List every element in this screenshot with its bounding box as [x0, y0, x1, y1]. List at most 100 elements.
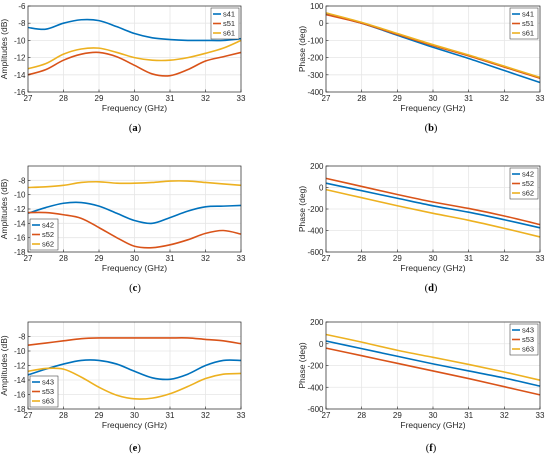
- legend-label-s61: s61: [223, 29, 235, 38]
- y-tick-label: -14: [14, 376, 26, 385]
- x-tick-label: 33: [536, 94, 545, 103]
- legend-label-s52: s52: [522, 179, 534, 188]
- y-tick-label: -200: [307, 205, 324, 214]
- y-tick-label: -10: [14, 36, 26, 45]
- x-tick-label: 27: [322, 94, 331, 103]
- legend-label-s63: s63: [522, 345, 534, 354]
- x-tick-label: 28: [357, 411, 366, 420]
- x-axis-label: Frequency (GHz): [400, 263, 465, 273]
- y-tick-label: -10: [14, 347, 26, 356]
- x-tick-label: 33: [536, 254, 545, 263]
- series-line-s41: [27, 18, 242, 42]
- y-tick-label: 0: [319, 184, 324, 193]
- x-tick-label: 32: [201, 94, 210, 103]
- legend-label-s43: s43: [42, 378, 54, 387]
- y-tick-label: -10: [14, 191, 26, 200]
- y-tick-label: -200: [307, 362, 324, 371]
- y-tick-label: -200: [307, 54, 324, 63]
- series-line-s42: [325, 182, 541, 229]
- x-tick-label: 27: [24, 94, 33, 103]
- y-tick-label: -300: [307, 71, 324, 80]
- y-tick-label: -400: [307, 227, 324, 236]
- legend-label-s41: s41: [522, 10, 534, 19]
- y-tick-label: 200: [310, 162, 324, 171]
- x-tick-label: 27: [24, 254, 33, 263]
- x-tick-label: 29: [95, 94, 104, 103]
- x-axis-label: Frequency (GHz): [400, 420, 465, 430]
- legend-label-s62: s62: [522, 189, 534, 198]
- series-line-s43: [325, 340, 541, 387]
- subfigure-caption: (e): [129, 443, 141, 454]
- legend-label-s51: s51: [522, 19, 534, 28]
- legend-label-s51: s51: [223, 19, 235, 28]
- x-tick-label: 28: [59, 254, 68, 263]
- x-tick-label: 28: [357, 94, 366, 103]
- legend-label-s42: s42: [42, 221, 54, 230]
- legend-box: [210, 7, 240, 40]
- legend-label-s42: s42: [522, 170, 534, 179]
- subfigure-caption: (d): [425, 283, 438, 294]
- series-line-s63: [27, 367, 242, 400]
- x-tick-label: 32: [500, 254, 509, 263]
- y-tick-label: 100: [310, 2, 324, 11]
- x-axis-label: Frequency (GHz): [400, 103, 465, 113]
- y-tick-label: -16: [14, 391, 26, 400]
- chart-5: 27 28 29 30 31 32 33 -18 -16 -14 -12 -10 -8 Frequency…: [0, 321, 246, 454]
- y-tick-label: -12: [14, 362, 26, 371]
- subfigure-caption: (f): [426, 443, 437, 454]
- chart-6: 27 28 29 30 31 32 33 -600 -400 -200 0 200 Frequency …: [297, 318, 545, 454]
- x-tick-label: 30: [130, 94, 139, 103]
- legend-label-s63: s63: [42, 397, 54, 406]
- x-tick-label: 31: [464, 411, 473, 420]
- chart-1: 27 28 29 30 31 32 33 -16 -14 -12 -10 -8 -6 Frequency …: [0, 2, 246, 134]
- series-line-s52: [325, 177, 541, 226]
- x-tick-label: 32: [500, 94, 509, 103]
- x-axis-label: Frequency (GHz): [102, 263, 167, 273]
- series-line-s63: [325, 333, 541, 381]
- y-tick-label: -18: [14, 405, 26, 414]
- x-tick-label: 28: [59, 94, 68, 103]
- x-tick-label: 29: [393, 94, 402, 103]
- y-tick-label: -14: [14, 219, 26, 228]
- subfigure-caption: (a): [129, 123, 142, 134]
- legend-label-s53: s53: [522, 335, 534, 344]
- x-tick-label: 27: [322, 411, 331, 420]
- subfigure-caption: (b): [425, 123, 438, 134]
- y-tick-label: -12: [14, 205, 26, 214]
- y-axis-label: Amplitudes (dB): [0, 19, 9, 80]
- x-tick-label: 31: [464, 254, 473, 263]
- x-axis-label: Frequency (GHz): [102, 420, 167, 430]
- y-axis-label: Phase (deg): [297, 186, 307, 232]
- y-tick-label: 0: [319, 19, 324, 28]
- x-tick-label: 30: [130, 254, 139, 263]
- series-line-s51: [27, 51, 242, 77]
- y-axis-label: Phase (deg): [297, 342, 307, 388]
- y-tick-label: -400: [307, 383, 324, 392]
- x-tick-label: 31: [166, 411, 175, 420]
- legend-label-s41: s41: [223, 10, 235, 19]
- x-tick-label: 33: [237, 94, 246, 103]
- legend-label-s52: s52: [42, 230, 54, 239]
- y-tick-label: -6: [18, 2, 26, 11]
- series-line-s53: [27, 337, 242, 346]
- x-tick-label: 29: [95, 254, 104, 263]
- x-tick-label: 27: [322, 254, 331, 263]
- x-tick-label: 32: [201, 411, 210, 420]
- y-tick-label: -12: [14, 54, 26, 63]
- chart-2: 27 28 29 30 31 32 33 -400 -300 -200 -100 0 100 Freque…: [297, 2, 545, 134]
- legend-label-s53: s53: [42, 387, 54, 396]
- x-axis-label: Frequency (GHz): [102, 103, 167, 113]
- y-tick-label: -16: [14, 88, 26, 97]
- chart-3: 27 28 29 30 31 32 33 -18 -16 -14 -12 -10 -8 Frequency…: [0, 165, 246, 294]
- x-tick-label: 31: [464, 94, 473, 103]
- subfigure-caption: (c): [129, 283, 141, 294]
- x-tick-label: 32: [500, 411, 509, 420]
- x-tick-label: 29: [393, 411, 402, 420]
- x-tick-label: 30: [429, 254, 438, 263]
- series-line-s61: [325, 12, 541, 79]
- y-tick-label: -8: [18, 19, 26, 28]
